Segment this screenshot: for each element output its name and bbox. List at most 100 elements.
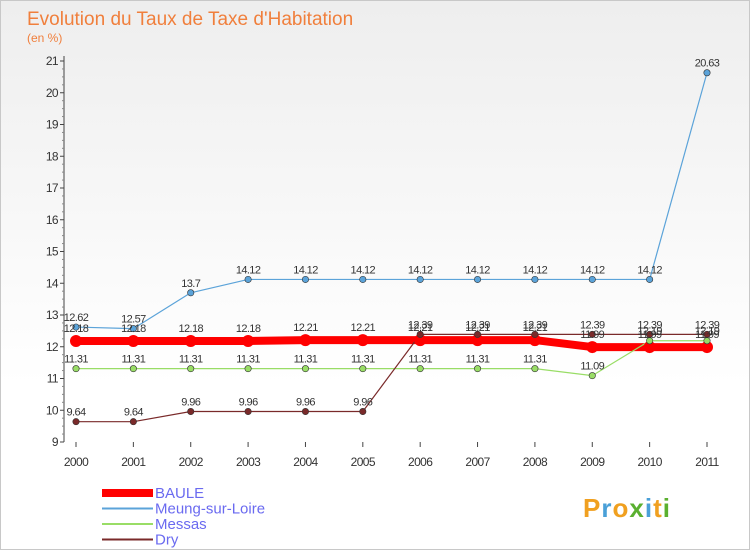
data-label-meung-sur-loire: 14.12 [293,264,318,276]
y-tick-label: 17 [46,181,59,195]
data-label-meung-sur-loire: 12.62 [64,312,89,324]
data-label-dry: 12.39 [580,319,605,331]
data-label-baule: 12.18 [236,323,261,335]
data-label-meung-sur-loire: 14.12 [580,264,605,276]
data-label-messas: 11.31 [179,354,203,366]
x-tick-label: 2000 [64,455,89,469]
data-point-meung-sur-loire [531,275,539,283]
y-tick-label: 15 [46,245,59,259]
data-label-messas: 11.31 [294,354,318,366]
data-point-dry [703,330,711,338]
data-label-messas: 11.31 [351,354,375,366]
data-label-baule: 12.21 [465,322,490,334]
data-point-messas [531,365,539,373]
y-tick-label: 10 [46,403,59,417]
chart-title: Evolution du Taux de Taxe d'Habitation [27,9,353,30]
data-point-baule [184,335,197,348]
data-label-dry: 9.64 [66,407,85,419]
y-tick-label: 16 [46,213,59,227]
data-point-meung-sur-loire [301,275,309,283]
data-label-dry: 9.64 [124,407,143,419]
data-label-baule: 12.18 [121,323,146,335]
x-tick-label: 2008 [523,455,548,469]
data-point-dry [416,330,424,338]
data-label-dry: 9.96 [239,397,258,409]
x-tick-label: 2007 [465,455,490,469]
data-label-baule: 12.18 [178,323,203,335]
x-ticks: 2000 2001 2002 2003 2004 2005 2006 2007 2008 2009… [64,442,720,469]
logo-letter: x [629,493,644,523]
x-tick-label: 2010 [637,455,662,469]
y-tick-label: 13 [46,308,59,322]
x-tick-label: 2011 [695,455,719,469]
data-point-messas [187,365,195,373]
data-label-baule: 12.21 [523,322,548,334]
data-point-dry [244,408,252,416]
data-point-meung-sur-loire [187,289,195,297]
data-label-meung-sur-loire: 14.12 [408,264,433,276]
y-tick-label: 14 [46,276,59,290]
data-point-meung-sur-loire [129,325,137,333]
data-label-dry: 12.39 [695,319,720,331]
data-point-messas [359,365,367,373]
data-label-baule: 12.18 [64,323,89,335]
data-point-baule [528,334,541,347]
data-label-messas: 11.31 [466,354,490,366]
data-label-meung-sur-loire: 14.12 [465,264,490,276]
data-label-baule: 11.99 [695,329,719,341]
data-labels: 12.18 12.18 12.18 12.18 12.21 12.21 12.21 12.21… [64,58,721,419]
x-tick-label: 2005 [351,455,376,469]
series-line-meung-sur-loire [75,72,708,330]
data-label-dry: 9.96 [296,397,315,409]
data-point-meung-sur-loire [646,275,654,283]
data-point-meung-sur-loire [72,323,80,331]
data-label-dry: 12.39 [465,319,490,331]
data-point-dry [187,408,195,416]
y-tick-label: 9 [52,435,59,449]
x-tick-label: 2009 [580,455,605,469]
data-point-baule [414,334,427,347]
logo-letter: t [653,493,663,523]
data-label-messas: 11.31 [236,354,260,366]
x-tick-label: 2001 [121,455,146,469]
data-label-meung-sur-loire: 14.12 [351,264,376,276]
data-point-messas [474,365,482,373]
data-label-meung-sur-loire: 14.12 [637,264,662,276]
data-label-meung-sur-loire: 13.7 [181,278,200,290]
data-point-messas [416,365,424,373]
data-point-messas [244,365,252,373]
data-label-baule: 12.21 [293,322,318,334]
data-label-baule: 11.99 [638,329,662,341]
logo-letter: r [601,493,612,523]
data-label-messas: 11.31 [523,354,547,366]
data-point-dry [531,330,539,338]
logo-letter: P [583,493,601,523]
data-point-meung-sur-loire [703,69,711,77]
data-label-messas: 11.31 [122,354,146,366]
data-label-meung-sur-loire: 12.57 [121,314,146,326]
y-tick-label: 18 [46,149,59,163]
data-point-dry [359,408,367,416]
data-point-dry [72,418,80,426]
data-point-dry [474,330,482,338]
data-label-meung-sur-loire: 14.12 [523,264,548,276]
data-label-messas: 11.09 [580,361,604,373]
data-point-meung-sur-loire [474,275,482,283]
data-point-messas [72,365,80,373]
data-point-dry [301,408,309,416]
data-point-messas [301,365,309,373]
data-point-messas [129,365,137,373]
y-tick-label: 20 [46,86,59,100]
data-point-dry [646,330,654,338]
data-point-baule [586,341,599,354]
data-point-baule [70,335,82,348]
data-point-baule [471,334,484,347]
y-tick-label: 11 [47,372,59,386]
data-label-baule: 12.21 [351,322,376,334]
data-label-messas: 12.19 [637,326,662,338]
y-tick-label: 19 [46,118,59,132]
data-point-meung-sur-loire [588,275,596,283]
